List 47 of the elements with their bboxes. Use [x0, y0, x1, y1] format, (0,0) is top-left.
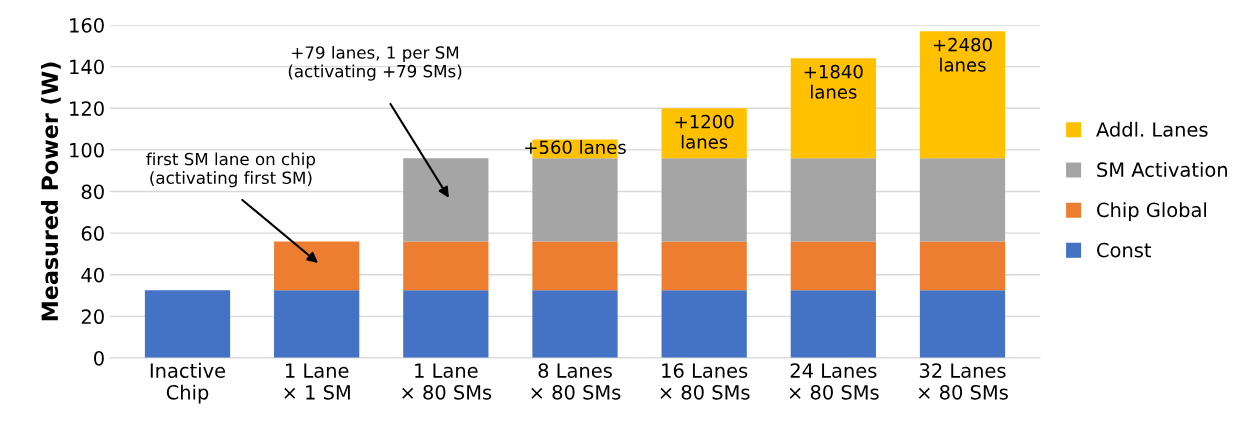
bar: [790, 241, 876, 291]
bar: [919, 158, 1006, 242]
x-tick-label: 8 Lanes × 80 SMs: [531, 363, 621, 400]
annotation: +2480 lanes: [933, 37, 992, 72]
y-tick-label: 40: [81, 267, 104, 283]
y-tick-label: 140: [70, 59, 104, 75]
y-tick-label: 100: [70, 142, 104, 158]
annotation: +1200 lanes: [675, 114, 734, 149]
annotation: first SM lane on chip (activating first SM): [146, 152, 316, 188]
y-tick-label: 120: [70, 101, 104, 116]
y-axis-title: Measured Power (W): [40, 62, 61, 321]
bar: [661, 241, 747, 291]
bar: [661, 158, 747, 242]
bar: [274, 290, 360, 358]
bar: [661, 290, 747, 358]
bar: [919, 31, 1006, 159]
bar: [790, 58, 876, 159]
x-tick-label: 1 Lane × 80 SMs: [402, 363, 492, 400]
legend-label: SM Activation: [1097, 161, 1227, 178]
bar: [919, 241, 1006, 291]
bar: [790, 158, 876, 242]
bar: [661, 108, 747, 159]
x-tick-label: 24 Lanes × 80 SMs: [789, 363, 879, 400]
x-tick-label: Inactive Chip: [150, 362, 226, 404]
x-tick-label: 16 Lanes × 80 SMs: [660, 363, 750, 400]
bar: [274, 241, 360, 291]
bar: [403, 158, 489, 242]
bar: [790, 290, 876, 358]
bar: [144, 290, 231, 358]
bar: [919, 290, 1006, 358]
bar: [532, 158, 618, 242]
bar: [532, 241, 618, 291]
x-tick-label: 32 Lanes × 80 SMs: [918, 363, 1008, 400]
legend-label: Chip Global: [1097, 202, 1206, 222]
y-tick-label: 160: [70, 17, 104, 33]
bar: [403, 241, 489, 291]
bar: [403, 290, 489, 358]
legend-label: Const: [1097, 242, 1152, 258]
annotation: +1840 lanes: [804, 64, 863, 99]
legend-label: Addl. Lanes: [1096, 121, 1208, 137]
y-tick-label: 20: [81, 309, 104, 325]
y-tick-label: 0: [94, 350, 104, 366]
y-tick-label: 80: [81, 184, 104, 200]
x-tick-label: 1 Lane × 1 SM: [284, 363, 350, 400]
annotation: +79 lanes, 1 per SM (activating +79 SMs): [288, 45, 462, 81]
y-tick-label: 60: [81, 226, 104, 241]
bar: [532, 290, 618, 358]
